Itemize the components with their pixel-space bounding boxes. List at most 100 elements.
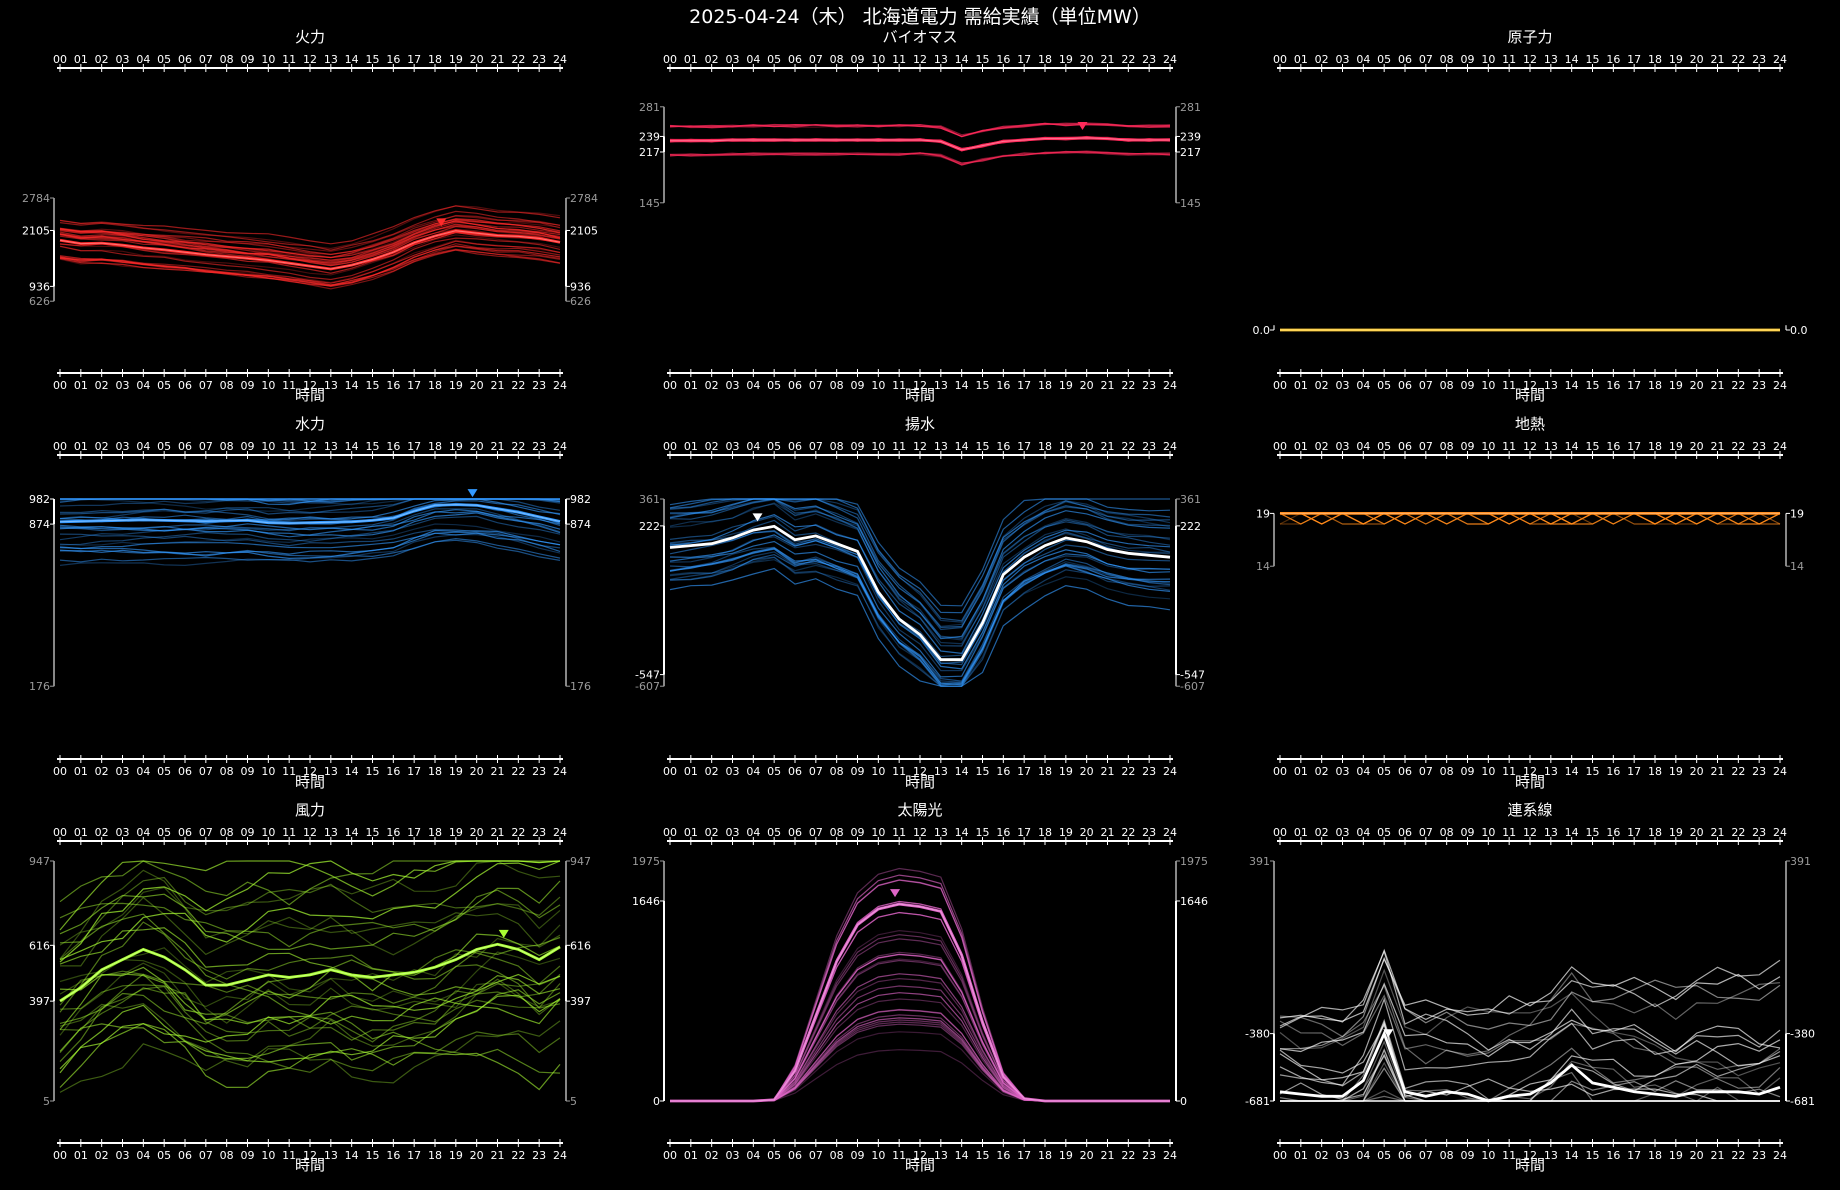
chart-9-bottom-tick-label: 24 [1773, 1149, 1787, 1162]
chart-4-bottom-tick-label: 11 [282, 765, 296, 778]
chart-7-bottom-tick-label: 07 [199, 1149, 213, 1162]
chart-8-top-tick-label: 11 [892, 826, 906, 839]
chart-1-bottom-tick-label: 10 [261, 379, 275, 392]
chart-9-top-tick-label: 11 [1502, 826, 1516, 839]
chart-2-today-highlight [670, 137, 1170, 151]
chart-9-top-tick-label: 20 [1690, 826, 1704, 839]
chart-8-top-tick-label: 14 [955, 826, 969, 839]
chart-9-top-tick-label: 02 [1315, 826, 1329, 839]
chart-4-bottom-tick-label: 13 [324, 765, 338, 778]
chart-3-top-tick-label: 07 [1419, 53, 1433, 66]
chart-4-history-line [59, 500, 561, 525]
chart-2-bottom-tick-label: 12 [913, 379, 927, 392]
chart-6-bottom-tick-label: 17 [1627, 765, 1641, 778]
chart-3-bottom-tick-label: 10 [1481, 379, 1495, 392]
chart-7-history-line [59, 1022, 561, 1091]
chart-2-peak-marker [1077, 122, 1088, 130]
chart-8-top-tick-label: 12 [913, 826, 927, 839]
chart-9-today-line [1279, 1029, 1781, 1103]
chart-3-top-tick-label: 00 [1273, 53, 1287, 66]
chart-1-top-tick-label: 17 [407, 53, 421, 66]
chart-4-top-tick-label: 11 [282, 440, 296, 453]
chart-2-top-tick-label: 01 [684, 53, 698, 66]
chart-8-title: 太陽光 [897, 801, 942, 819]
chart-4-bottom-tick-label: 15 [366, 765, 380, 778]
chart-9-top-tick-label: 18 [1648, 826, 1662, 839]
chart-2-top-tick-label: 05 [767, 53, 781, 66]
chart-5-history-line [669, 499, 1171, 641]
chart-9-history-line [1279, 968, 1781, 1077]
chart-9-top-tick-label: 00 [1273, 826, 1287, 839]
chart-5-right-y-tick-label: -547 [1180, 669, 1205, 682]
chart-5-top-tick-label: 07 [809, 440, 823, 453]
chart-6-top-tick-label: 01 [1294, 440, 1308, 453]
chart-9-bottom-tick-label: 21 [1711, 1149, 1725, 1162]
chart-6-bottom-tick-label: 02 [1315, 765, 1329, 778]
chart-6-top-tick-label: 09 [1461, 440, 1475, 453]
chart-1-history-line [59, 205, 561, 245]
chart-4-left-y-tick-label: 176 [29, 680, 50, 693]
chart-7-bottom-tick-label: 15 [366, 1149, 380, 1162]
chart-8-bottom-tick-label: 23 [1142, 1149, 1156, 1162]
chart-1-top-tick-label: 08 [220, 53, 234, 66]
chart-9-history-line [1280, 1048, 1780, 1102]
chart-8-top-tick-label: 20 [1080, 826, 1094, 839]
chart-1-history-line [59, 237, 561, 281]
chart-7-history-line [59, 860, 560, 906]
chart-2-top-tick-label: 04 [746, 53, 760, 66]
chart-5-history-line [669, 498, 1171, 614]
chart-8-bottom-tick-label: 00 [663, 1149, 677, 1162]
chart-9-history-line [1279, 949, 1781, 1067]
chart-9-top-tick-label: 19 [1669, 826, 1683, 839]
chart-4-history-line [59, 537, 561, 559]
chart-6-history-line [1280, 512, 1781, 525]
chart-2-history-line [669, 122, 1171, 137]
chart-7-top-tick-label: 15 [366, 826, 380, 839]
chart-3-bottom-tick-label: 20 [1690, 379, 1704, 392]
chart-1-history-line [59, 240, 561, 284]
chart-5-right-y-tick-label: -607 [1180, 680, 1205, 693]
chart-4-title: 水力 [295, 415, 325, 433]
chart-4-bottom-tick-label: 19 [449, 765, 463, 778]
chart-7-top-tick-label: 10 [261, 826, 275, 839]
chart-5-history-line [669, 503, 1171, 645]
chart-6-bottom-tick-label: 06 [1398, 765, 1412, 778]
chart-4-bottom-tick-label: 06 [178, 765, 192, 778]
chart-2-title: バイオマス [882, 28, 957, 46]
chart-3-top-tick-label: 12 [1523, 53, 1537, 66]
chart-7-history-line [59, 965, 561, 1054]
chart-7-today-line [59, 942, 561, 1003]
chart-9-top-tick-label: 21 [1711, 826, 1725, 839]
chart-5-x-label: 時間 [905, 773, 935, 791]
chart-1-history-line [59, 223, 561, 266]
chart-6-top-tick-label: 11 [1502, 440, 1516, 453]
chart-4-bottom-tick-label: 07 [199, 765, 213, 778]
chart-6-top-tick-label: 06 [1398, 440, 1412, 453]
chart-1-bottom-tick-label: 19 [449, 379, 463, 392]
chart-7-top-tick-label: 23 [532, 826, 546, 839]
chart-4-history-line [60, 498, 561, 502]
chart-8-bottom-tick-label: 01 [684, 1149, 698, 1162]
chart-7-history-line [59, 927, 561, 992]
chart-5-bottom-tick-label: 07 [809, 765, 823, 778]
chart-7-bottom-tick-label: 17 [407, 1149, 421, 1162]
chart-5-history-line [669, 519, 1171, 658]
chart-9-top-tick-label: 06 [1398, 826, 1412, 839]
chart-4-bottom-tick-label: 09 [241, 765, 255, 778]
chart-2-bottom-tick-label: 02 [705, 379, 719, 392]
chart-1-bottom-tick-label: 12 [303, 379, 317, 392]
chart-7-top-tick-label: 16 [386, 826, 400, 839]
chart-5-peak-marker [752, 513, 763, 522]
chart-6-top-tick-label: 18 [1648, 440, 1662, 453]
chart-8-history-line [670, 867, 1170, 1102]
chart-5-bottom-tick-label: 17 [1017, 765, 1031, 778]
chart-4-top-tick-label: 00 [53, 440, 67, 453]
chart-3-bottom-tick-label: 17 [1627, 379, 1641, 392]
chart-9-history-line [1279, 1023, 1780, 1102]
chart-5-top-tick-label: 10 [871, 440, 885, 453]
chart-7-history-line [59, 921, 561, 1013]
chart-7-history-line [60, 896, 561, 967]
chart-3-bottom-tick-label: 05 [1377, 379, 1391, 392]
chart-2-left-y-tick-label: 281 [639, 101, 660, 114]
chart-1-top-tick-label: 00 [53, 53, 67, 66]
